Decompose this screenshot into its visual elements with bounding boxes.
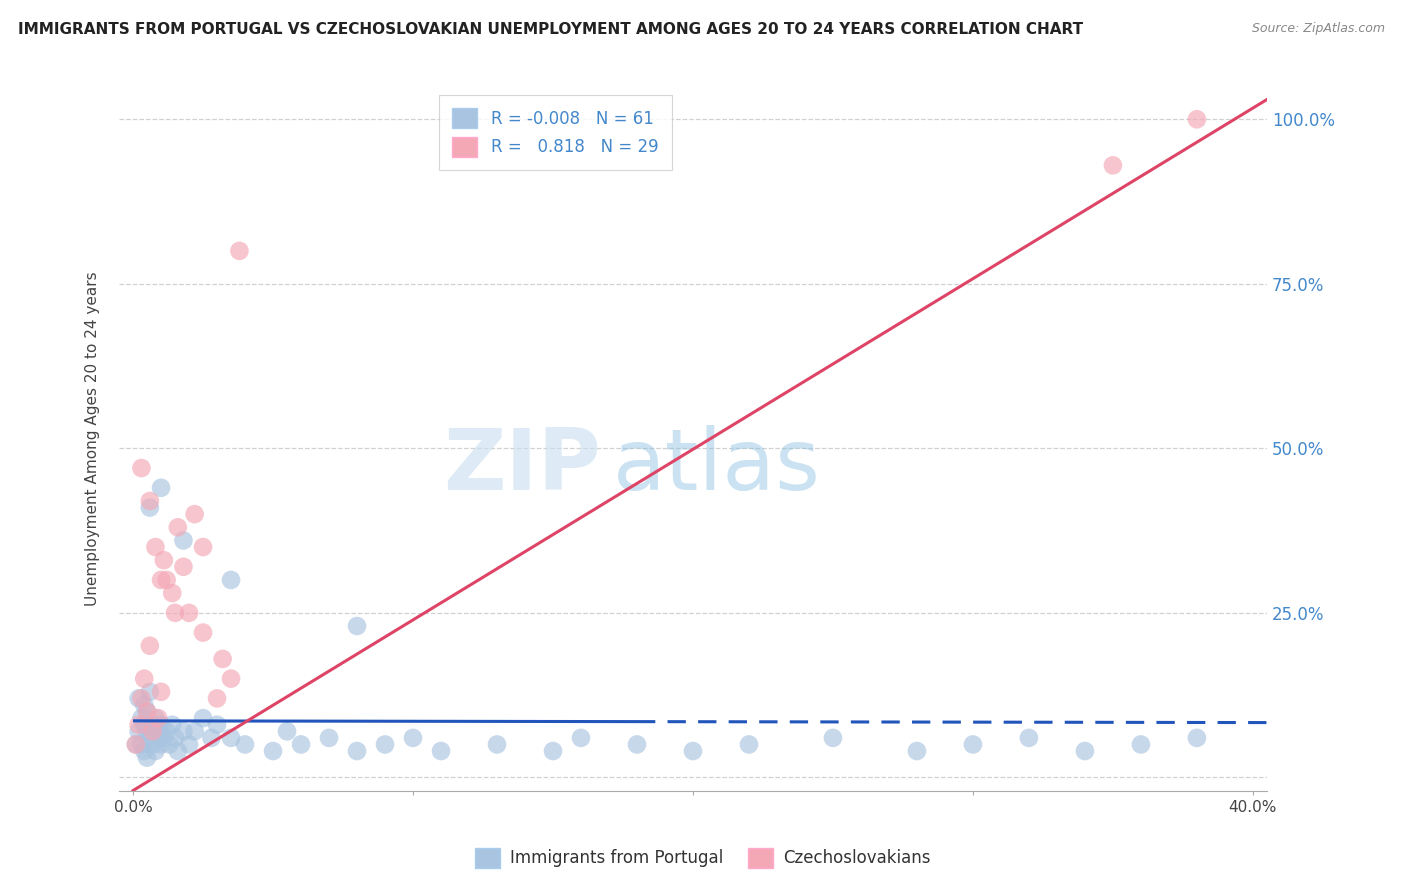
Point [177, 738, 200, 752]
Legend: Immigrants from Portugal, Czechoslovakians: Immigrants from Portugal, Czechoslovakia… [468, 841, 938, 875]
Text: Source: ZipAtlas.com: Source: ZipAtlas.com [1251, 22, 1385, 36]
Point [136, 750, 159, 764]
Point [148, 731, 170, 745]
Point [136, 705, 159, 719]
Point [1074, 744, 1097, 758]
Point [205, 717, 228, 731]
Point [163, 606, 186, 620]
Point [821, 731, 844, 745]
Point [233, 738, 256, 752]
Legend: R = -0.008   N = 61, R =   0.818   N = 29: R = -0.008 N = 61, R = 0.818 N = 29 [439, 95, 672, 170]
Point [139, 731, 162, 745]
Point [191, 625, 214, 640]
Point [128, 717, 150, 731]
Point [1185, 731, 1208, 745]
Point [738, 738, 761, 752]
Point [191, 540, 214, 554]
Point [128, 691, 150, 706]
Point [139, 500, 162, 515]
Point [402, 731, 425, 745]
Point [131, 711, 153, 725]
Point [142, 717, 165, 731]
Point [150, 685, 173, 699]
Point [172, 559, 194, 574]
Point [177, 606, 200, 620]
Point [145, 744, 167, 758]
Point [290, 738, 312, 752]
Point [905, 744, 928, 758]
Point [153, 731, 176, 745]
Point [485, 738, 508, 752]
Point [150, 717, 173, 731]
Point [139, 639, 162, 653]
Point [148, 711, 170, 725]
Point [134, 717, 156, 731]
Point [145, 711, 167, 725]
Point [962, 738, 984, 752]
Point [211, 652, 233, 666]
Point [142, 738, 165, 752]
Point [159, 738, 181, 752]
Point [150, 573, 173, 587]
Point [156, 573, 179, 587]
Point [318, 731, 340, 745]
Point [219, 672, 242, 686]
Point [682, 744, 704, 758]
Point [346, 619, 368, 633]
Point [626, 738, 648, 752]
Point [150, 738, 173, 752]
Point [128, 724, 150, 739]
Point [1102, 158, 1125, 172]
Point [183, 724, 205, 739]
Y-axis label: Unemployment Among Ages 20 to 24 years: Unemployment Among Ages 20 to 24 years [86, 271, 100, 606]
Point [131, 461, 153, 475]
Point [172, 533, 194, 548]
Point [262, 744, 284, 758]
Point [541, 744, 564, 758]
Point [145, 540, 167, 554]
Point [153, 553, 176, 567]
Point [163, 731, 186, 745]
Point [139, 494, 162, 508]
Point [219, 573, 242, 587]
Point [191, 711, 214, 725]
Point [148, 724, 170, 739]
Point [1185, 112, 1208, 127]
Point [134, 698, 156, 712]
Point [219, 731, 242, 745]
Text: atlas: atlas [613, 425, 821, 508]
Point [1129, 738, 1152, 752]
Point [374, 738, 396, 752]
Point [228, 244, 250, 258]
Point [125, 738, 148, 752]
Point [205, 691, 228, 706]
Point [134, 672, 156, 686]
Point [131, 691, 153, 706]
Point [156, 724, 179, 739]
Text: IMMIGRANTS FROM PORTUGAL VS CZECHOSLOVAKIAN UNEMPLOYMENT AMONG AGES 20 TO 24 YEA: IMMIGRANTS FROM PORTUGAL VS CZECHOSLOVAK… [18, 22, 1084, 37]
Point [276, 724, 298, 739]
Point [134, 744, 156, 758]
Point [162, 586, 184, 600]
Point [569, 731, 592, 745]
Point [346, 744, 368, 758]
Text: ZIP: ZIP [443, 425, 602, 508]
Point [162, 717, 184, 731]
Point [166, 520, 188, 534]
Point [430, 744, 453, 758]
Point [200, 731, 222, 745]
Point [125, 738, 148, 752]
Point [183, 507, 205, 521]
Point [136, 705, 159, 719]
Point [1018, 731, 1040, 745]
Point [139, 685, 162, 699]
Point [172, 724, 194, 739]
Point [136, 724, 159, 739]
Point [150, 481, 173, 495]
Point [142, 724, 165, 739]
Point [131, 738, 153, 752]
Point [166, 744, 188, 758]
